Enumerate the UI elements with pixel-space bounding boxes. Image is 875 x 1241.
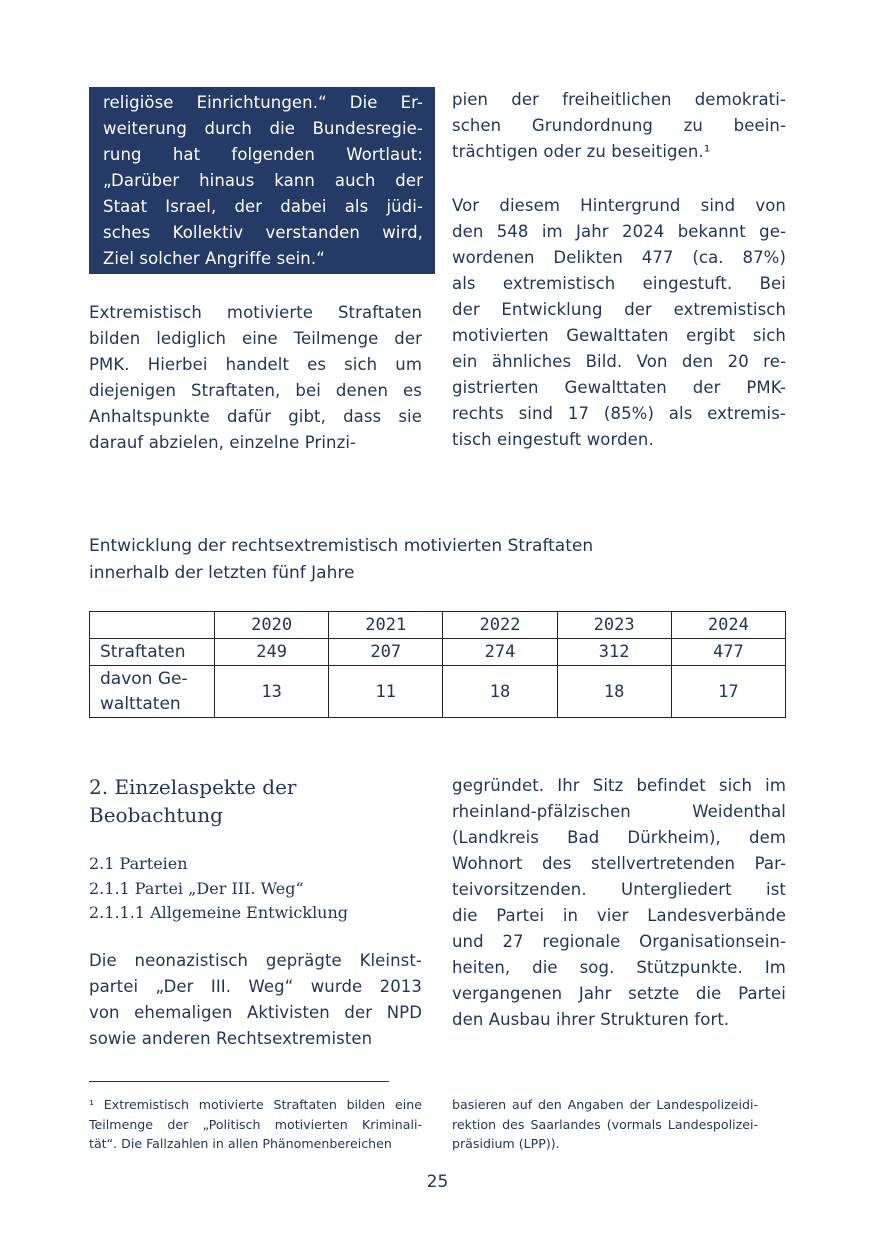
year-header: 2022 xyxy=(442,611,558,639)
year-header: 2023 xyxy=(556,611,672,639)
text-line: weiterung durch die Bundesregie- xyxy=(103,119,423,138)
text-line: gegründet. Ihr Sitz befindet sich im xyxy=(452,776,786,795)
header-empty-cell xyxy=(89,611,215,639)
subheadings: 2.1 Parteien 2.1.1 Partei „Der III. Weg“… xyxy=(89,852,348,926)
statistics-table: 2020 2021 2022 2023 2024 Straftaten 249 … xyxy=(89,611,787,718)
caption-line: Entwicklung der rechtsextremistisch moti… xyxy=(89,536,594,556)
table-cell: 18 xyxy=(442,665,558,718)
subheading-der-dritte-weg: 2.1.1 Partei „Der III. Weg“ xyxy=(89,878,304,898)
page-number: 25 xyxy=(426,1172,449,1192)
table-cell: 18 xyxy=(556,665,672,718)
text-line: gistrierten Gewalttaten der PMK- xyxy=(452,378,786,397)
section-heading: 2. Einzelaspekte der Beobachtung xyxy=(89,775,297,827)
text-line: trächtigen oder zu beseitigen.¹ xyxy=(452,142,711,161)
text-line: religiöse Einrichtungen.“ Die Er- xyxy=(103,93,423,112)
table-row: Straftaten 249 207 274 312 477 xyxy=(89,638,787,666)
caption-line: innerhalb der letzten fünf Jahre xyxy=(89,563,355,583)
table-caption: Entwicklung der rechtsextremistisch moti… xyxy=(89,533,593,587)
text-line: Wohnort des stellvertretenden Par- xyxy=(452,854,786,873)
year-header: 2021 xyxy=(328,611,444,639)
text-line: diejenigen Straftaten, bei denen es xyxy=(89,381,422,400)
text-line: heiten, die sog. Stützpunkte. Im xyxy=(452,958,786,977)
text-line: teivorsitzenden. Untergliedert ist xyxy=(452,880,786,899)
text-line: Ziel solcher Angriffe sein.“ xyxy=(103,249,325,268)
table-cell: 13 xyxy=(213,665,330,718)
text-line: den Ausbau ihrer Strukturen fort. xyxy=(452,1010,730,1029)
subheading-parteien: 2.1 Parteien xyxy=(89,854,188,873)
text-line: Vor diesem Hintergrund sind von xyxy=(452,196,786,215)
footnote-divider xyxy=(89,1081,389,1083)
table-cell: 274 xyxy=(442,638,558,666)
text-line: rheinland-pfälzischen Weidenthal xyxy=(452,802,786,821)
text-line: pien der freiheitlichen demokrati- xyxy=(452,90,786,109)
row-label: Straftaten xyxy=(89,638,215,666)
right-paragraph-3: gegründet. Ihr Sitz befindet sich im rhei… xyxy=(452,773,786,1033)
text-line: Anhaltspunkte dafür gibt, dass sie xyxy=(89,407,422,426)
text-line: die Partei in vier Landesverbände xyxy=(452,906,786,925)
text-line: bilden lediglich eine Teilmenge der xyxy=(89,329,422,348)
footnote-left: ¹ Extremistisch motivierte Straftaten bi… xyxy=(89,1095,422,1154)
table-cell: 312 xyxy=(556,638,672,666)
table-cell: 207 xyxy=(328,638,444,666)
table-cell: 11 xyxy=(328,665,444,718)
table-row: davon Ge- walttaten 13 11 18 18 17 xyxy=(89,665,787,718)
text-line: Teilmenge der „Politisch motivierten Kri… xyxy=(89,1116,422,1132)
text-line: der Entwicklung der extremistisch xyxy=(452,300,786,319)
quote-box: religiöse Einrichtungen.“ Die Er-weiteru… xyxy=(89,87,435,274)
text-line: tät“. Die Fallzahlen in allen Phänomenbe… xyxy=(89,1136,392,1151)
row-label: davon Ge- walttaten xyxy=(89,665,215,718)
text-line: sches Kollektiv verstanden wird, xyxy=(103,223,423,242)
text-line: schen Grundordnung zu beein- xyxy=(452,116,786,135)
footnote-right: basieren auf den Angaben der Landespoliz… xyxy=(452,1095,758,1154)
text-line: (Landkreis Bad Dürkheim), dem xyxy=(452,828,786,847)
text-line: tisch eingestuft worden. xyxy=(452,430,654,449)
text-line: Extremistisch motivierte Straftaten xyxy=(89,303,422,322)
text-line: rechts sind 17 (85%) als extremis- xyxy=(452,404,786,423)
text-line: motivierten Gewalttaten ergibt sich xyxy=(452,326,786,345)
table-cell: 477 xyxy=(670,638,787,666)
right-paragraph-1: pien der freiheitlichen demokrati-schen … xyxy=(452,87,786,165)
year-header: 2020 xyxy=(213,611,330,639)
text-line: präsidium (LPP)). xyxy=(452,1136,560,1151)
right-paragraph-2: Vor diesem Hintergrund sind von den 548 i… xyxy=(452,193,786,453)
subheading-allgemeine-entwicklung: 2.1.1.1 Allgemeine Entwicklung xyxy=(89,903,349,922)
text-line: PMK. Hierbei handelt es sich um xyxy=(89,355,422,374)
left-paragraph-2: Die neonazistisch geprägte Kleinst-parte… xyxy=(89,948,422,1052)
text-line: als extremistisch eingestuft. Bei xyxy=(452,274,786,293)
year-header: 2024 xyxy=(670,611,787,639)
text-line: basieren auf den Angaben der Landespoliz… xyxy=(452,1097,758,1112)
table-cell: 17 xyxy=(670,665,787,718)
text-line: ein ähnliches Bild. Von den 20 re- xyxy=(452,352,786,371)
text-line: rektion des Saarlandes (vormals Landespo… xyxy=(452,1116,758,1132)
text-line: Staat Israel, der dabei als jüdi- xyxy=(103,197,423,216)
text-line: ¹ Extremistisch motivierte Straftaten bi… xyxy=(89,1097,422,1112)
left-paragraph-1: Extremistisch motivierte Straftaten bilde… xyxy=(89,300,422,456)
text-line: von ehemaligen Aktivisten der NPD xyxy=(89,1003,422,1022)
table-cell: 249 xyxy=(213,638,330,666)
text-line: Die neonazistisch geprägte Kleinst- xyxy=(89,951,422,970)
table-header-row: 2020 2021 2022 2023 2024 xyxy=(89,611,787,639)
text-line: und 27 regionale Organisationsein- xyxy=(452,932,786,951)
text-line: darauf abzielen, einzelne Prinzi- xyxy=(89,433,357,452)
text-line: vergangenen Jahr setzte die Partei xyxy=(452,984,786,1003)
text-line: wordenen Delikten 477 (ca. 87%) xyxy=(452,248,786,267)
text-line: rung hat folgenden Wortlaut: xyxy=(103,145,423,164)
text-line: „Darüber hinaus kann auch der xyxy=(103,171,423,190)
text-line: partei „Der III. Weg“ wurde 2013 xyxy=(89,977,422,996)
text-line: sowie anderen Rechtsextremisten xyxy=(89,1029,373,1048)
text-line: den 548 im Jahr 2024 bekannt ge- xyxy=(452,222,786,241)
quote-text: religiöse Einrichtungen.“ Die Er-weiteru… xyxy=(103,90,423,272)
